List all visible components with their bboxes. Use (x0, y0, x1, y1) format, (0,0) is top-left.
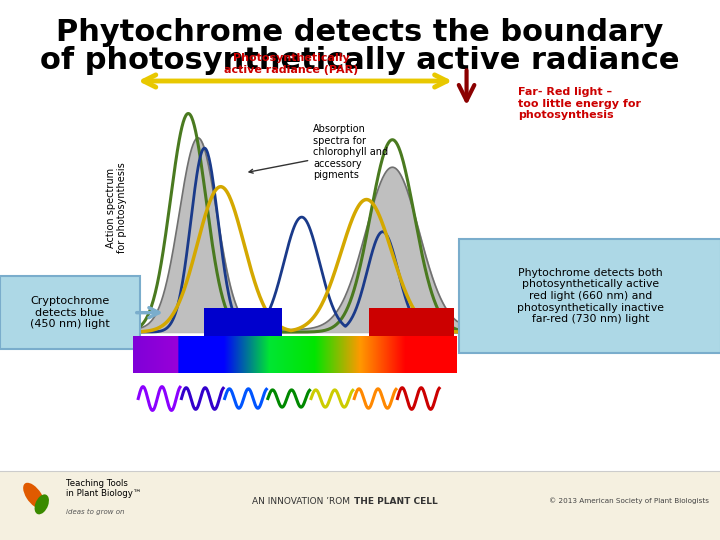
Text: Photosynthetically
active radiance (PAR): Photosynthetically active radiance (PAR) (225, 53, 359, 75)
Text: Far- Red light –
too little energy for
photosynthesis: Far- Red light – too little energy for p… (518, 87, 642, 120)
FancyBboxPatch shape (369, 308, 454, 336)
FancyBboxPatch shape (0, 471, 720, 540)
Text: ideas to grow on: ideas to grow on (66, 509, 125, 515)
Text: THE PLANT CELL: THE PLANT CELL (354, 497, 438, 505)
Text: Action spectrum
for photosynthesis: Action spectrum for photosynthesis (106, 163, 127, 253)
Text: Absorption
spectra for
chlorophyll and
accessory
pigments: Absorption spectra for chlorophyll and a… (249, 124, 388, 180)
Text: AN INNOVATION ’ROM: AN INNOVATION ’ROM (252, 497, 353, 505)
Text: Cryptochrome
detects blue
(450 nm) light: Cryptochrome detects blue (450 nm) light (30, 296, 109, 329)
Text: of photosynthetically active radiance: of photosynthetically active radiance (40, 46, 680, 75)
Ellipse shape (23, 483, 45, 509)
FancyBboxPatch shape (459, 239, 720, 353)
FancyBboxPatch shape (0, 276, 140, 349)
FancyBboxPatch shape (204, 308, 282, 336)
Ellipse shape (35, 495, 49, 514)
Text: Phytochrome detects both
photosynthetically active
red light (660 nm) and
photos: Phytochrome detects both photosynthetica… (517, 268, 664, 324)
Text: © 2013 American Society of Plant Biologists: © 2013 American Society of Plant Biologi… (549, 498, 709, 504)
Text: Teaching Tools
in Plant Biology™: Teaching Tools in Plant Biology™ (66, 479, 142, 498)
Text: Phytochrome detects the boundary: Phytochrome detects the boundary (56, 18, 664, 47)
